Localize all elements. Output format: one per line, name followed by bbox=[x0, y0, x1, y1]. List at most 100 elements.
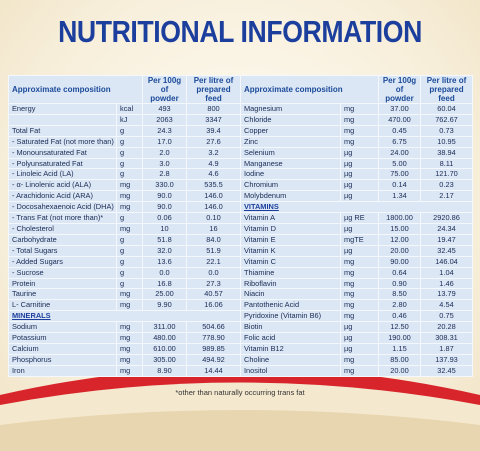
unit: µg bbox=[340, 222, 379, 235]
per-100g: 32.0 bbox=[142, 244, 187, 257]
per-litre: 1.87 bbox=[420, 342, 473, 355]
unit: mg bbox=[340, 299, 379, 312]
per-litre: 4.6 bbox=[186, 168, 241, 181]
nutrient: Pyridoxine (Vitamin B6) bbox=[240, 310, 341, 323]
unit: mg bbox=[340, 124, 379, 137]
header-cell: Approximate composition bbox=[8, 75, 143, 104]
per-litre: 14.44 bbox=[186, 364, 241, 377]
per-litre: 3.2 bbox=[186, 146, 241, 159]
row: - Saturated Fat (not more than) g 17.0 27.6… bbox=[8, 135, 473, 148]
unit: mg bbox=[340, 310, 379, 323]
nutrient: Zinc bbox=[240, 135, 341, 148]
per-100g: 51.8 bbox=[142, 233, 187, 246]
nutrient: Phosphorus bbox=[8, 353, 117, 366]
per-100g: 0.06 bbox=[142, 212, 187, 224]
unit: mg bbox=[340, 353, 379, 366]
row: kJ 2063 3347 Chloride mg 470.00 762.67 bbox=[8, 113, 473, 126]
per-100g: 1.15 bbox=[378, 342, 421, 355]
row: Calcium mg 610.00 989.85 Vitamin B12 µg 1.15 1.… bbox=[8, 342, 473, 355]
nutrient: Vitamin K bbox=[240, 244, 341, 257]
header-cell: Per litre of prepared feed bbox=[420, 75, 473, 104]
unit: µg bbox=[340, 244, 379, 257]
per-100g: 6.75 bbox=[378, 135, 421, 148]
per-100g: 190.00 bbox=[378, 332, 421, 344]
per-100g: 20.00 bbox=[378, 364, 421, 377]
unit: mg bbox=[116, 299, 143, 312]
unit: mg bbox=[340, 135, 379, 148]
nutrient: - α- Linolenic acid (ALA) bbox=[8, 179, 117, 192]
per-litre: 308.31 bbox=[420, 332, 473, 344]
unit: g bbox=[116, 255, 143, 268]
per-litre: 0.10 bbox=[186, 212, 241, 224]
nutrient: Calcium bbox=[8, 342, 117, 355]
unit: g bbox=[116, 212, 143, 224]
per-100g: 0.46 bbox=[378, 310, 421, 323]
per-100g: 610.00 bbox=[142, 342, 187, 355]
gold-band bbox=[0, 410, 480, 451]
row: - Polyunsaturated Fat g 3.0 4.9 Manganese µg 5… bbox=[8, 157, 473, 170]
per-100g: 0.14 bbox=[378, 179, 421, 192]
per-litre: 1.46 bbox=[420, 277, 473, 290]
per-litre: 8.11 bbox=[420, 157, 473, 170]
nutrient: L- Carnitine bbox=[8, 299, 117, 312]
per-litre: 121.70 bbox=[420, 168, 473, 181]
header-cell: Per 100g of powder bbox=[142, 75, 187, 104]
nutrient: Protein bbox=[8, 277, 117, 290]
unit: µg bbox=[340, 332, 379, 344]
unit: mg bbox=[340, 113, 379, 126]
per-litre: 13.79 bbox=[420, 288, 473, 301]
unit: µg bbox=[340, 321, 379, 334]
per-100g: 2.0 bbox=[142, 146, 187, 159]
per-100g: 1.34 bbox=[378, 190, 421, 203]
per-100g: 5.00 bbox=[378, 157, 421, 170]
per-100g: 3.0 bbox=[142, 157, 187, 170]
per-100g: 0.45 bbox=[378, 124, 421, 137]
per-100g: 12.50 bbox=[378, 321, 421, 334]
per-100g: 0.64 bbox=[378, 266, 421, 279]
nutrient: - Docosahexaenoic Acid (DHA) bbox=[8, 201, 117, 214]
per-100g: 10 bbox=[142, 222, 187, 235]
per-litre: 27.6 bbox=[186, 135, 241, 148]
nutrient: Sodium bbox=[8, 321, 117, 334]
unit: µg RE bbox=[340, 212, 379, 224]
unit: g bbox=[116, 168, 143, 181]
per-litre: 2920.86 bbox=[420, 212, 473, 224]
nutrient: - Total Sugars bbox=[8, 244, 117, 257]
per-100g: 305.00 bbox=[142, 353, 187, 366]
nutrient: Carbohydrate bbox=[8, 233, 117, 246]
per-100g: 16.8 bbox=[142, 277, 187, 290]
per-100g: 0.0 bbox=[142, 266, 187, 279]
row: - Linoleic Acid (LA) g 2.8 4.6 Iodine µg 75.00… bbox=[8, 168, 473, 181]
per-100g: 24.3 bbox=[142, 124, 187, 137]
unit: µg bbox=[340, 179, 379, 192]
per-litre: 0.75 bbox=[420, 310, 473, 323]
nutrient: - Cholesterol bbox=[8, 222, 117, 235]
unit: mg bbox=[340, 364, 379, 377]
row: Phosphorus mg 305.00 494.92 Choline mg 85.00 13… bbox=[8, 353, 473, 366]
unit: µg bbox=[340, 146, 379, 159]
unit: mg bbox=[116, 179, 143, 192]
per-100g: 37.00 bbox=[378, 103, 421, 115]
per-100g: 8.90 bbox=[142, 364, 187, 377]
nutrient: Taurine bbox=[8, 288, 117, 301]
per-litre: 24.34 bbox=[420, 222, 473, 235]
per-100g: 25.00 bbox=[142, 288, 187, 301]
row: - α- Linolenic acid (ALA) mg 330.0 535.5 Chr… bbox=[8, 179, 473, 192]
unit: g bbox=[116, 266, 143, 279]
row: MINERALS Pyridoxine (Vitamin B6) mg 0.46 0.7… bbox=[8, 310, 473, 323]
footnote: *other than naturally occurring trans fa… bbox=[175, 388, 305, 397]
nutrient: Potassium bbox=[8, 332, 117, 344]
per-litre: 38.94 bbox=[420, 146, 473, 159]
per-litre: 0.73 bbox=[420, 124, 473, 137]
per-100g: 9.90 bbox=[142, 299, 187, 312]
per-100g: 90.0 bbox=[142, 201, 187, 214]
per-litre: 2.17 bbox=[420, 190, 473, 203]
per-100g: 13.6 bbox=[142, 255, 187, 268]
per-100g: 0.90 bbox=[378, 277, 421, 290]
per-litre: 504.66 bbox=[186, 321, 241, 334]
